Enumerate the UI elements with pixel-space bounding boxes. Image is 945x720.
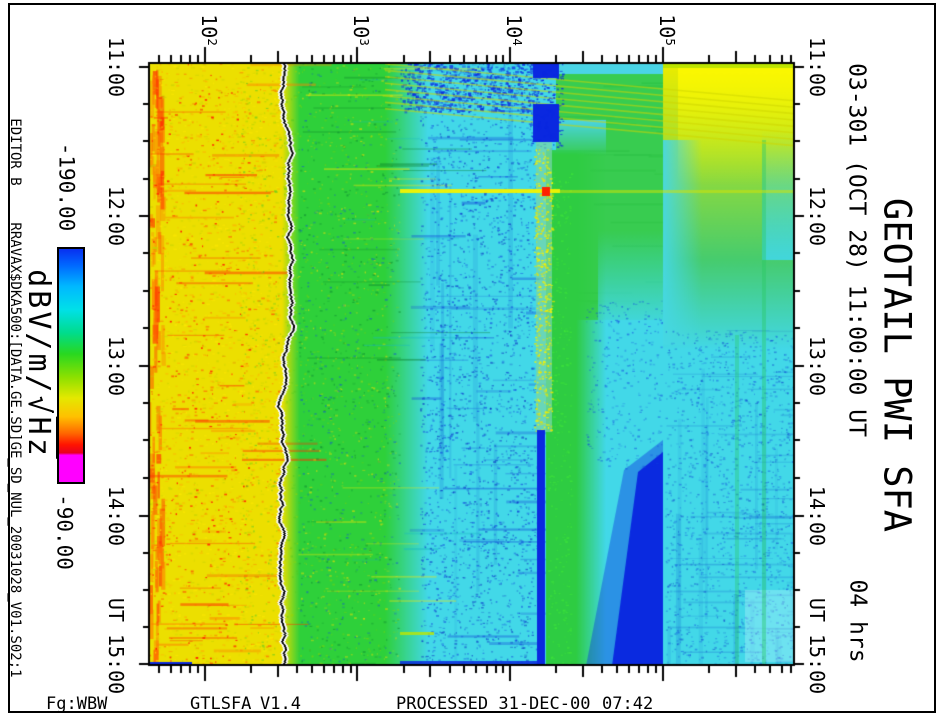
freq-exponent: 5 bbox=[663, 38, 679, 46]
colorbar-unit-label: dBV/m/√Hz bbox=[21, 269, 56, 459]
footer-fg-label: Fg:WBW bbox=[46, 694, 108, 714]
plot-title: GEOTAIL PWI SFA bbox=[875, 197, 919, 533]
figure-frame bbox=[8, 3, 936, 713]
editor-label: EDITOR B bbox=[7, 118, 23, 186]
time-tick-label-left-3: 14:00 bbox=[104, 485, 128, 547]
footer-program-label: GTLSFA bbox=[190, 694, 252, 714]
time-tick-label-left-0: 11:00 bbox=[104, 36, 128, 98]
colorbar-max-label: -190.00 bbox=[54, 142, 79, 232]
freq-mantissa: 10 bbox=[349, 14, 373, 39]
source-file-label: RRAVAX$DKA500:[DATA.GE.SD]GE_SD_NUL_2003… bbox=[7, 222, 23, 678]
freq-mantissa: 10 bbox=[502, 14, 526, 39]
time-tick-label-right-2: 13:00 bbox=[805, 335, 829, 397]
footer-version-label: V1.4 bbox=[260, 694, 301, 714]
time-tick-label-right-0: 11:00 bbox=[805, 36, 829, 98]
freq-exponent: 4 bbox=[510, 38, 526, 46]
plot-subtitle: 03-301 (OCT 28) 11:00:00 UT bbox=[843, 63, 870, 437]
colorbar-unit-under-radical: Hz bbox=[21, 416, 56, 459]
freq-exponent: 3 bbox=[357, 38, 373, 46]
time-tick-label-left-1: 12:00 bbox=[104, 185, 128, 247]
freq-tick-label-2: 104 bbox=[502, 14, 526, 46]
freq-tick-label-0: 102 bbox=[197, 14, 221, 46]
freq-tick-label-1: 103 bbox=[349, 14, 373, 46]
colorbar-unit-prefix: dBV/m/ bbox=[21, 269, 56, 396]
time-tick-label-right-3: 14:00 bbox=[805, 485, 829, 547]
colorbar-min-label: -90.00 bbox=[52, 494, 77, 570]
radical-sign: √ bbox=[21, 395, 56, 417]
freq-tick-label-3: 105 bbox=[655, 14, 679, 46]
time-tick-label-left-4: UT 15:00 bbox=[104, 597, 128, 695]
freq-mantissa: 10 bbox=[197, 14, 221, 39]
time-tick-label-right-4: UT 15:00 bbox=[805, 597, 829, 695]
freq-exponent: 2 bbox=[205, 38, 221, 46]
duration-label: 04 hrs bbox=[844, 579, 871, 663]
colorbar-gradient bbox=[57, 247, 85, 484]
footer-processed-label: PROCESSED 31-DEC-00 bbox=[396, 694, 591, 714]
freq-mantissa: 10 bbox=[655, 14, 679, 39]
time-tick-label-left-2: 13:00 bbox=[104, 335, 128, 397]
time-tick-label-right-1: 12:00 bbox=[805, 185, 829, 247]
footer-processed-time: 07:42 bbox=[602, 694, 654, 714]
